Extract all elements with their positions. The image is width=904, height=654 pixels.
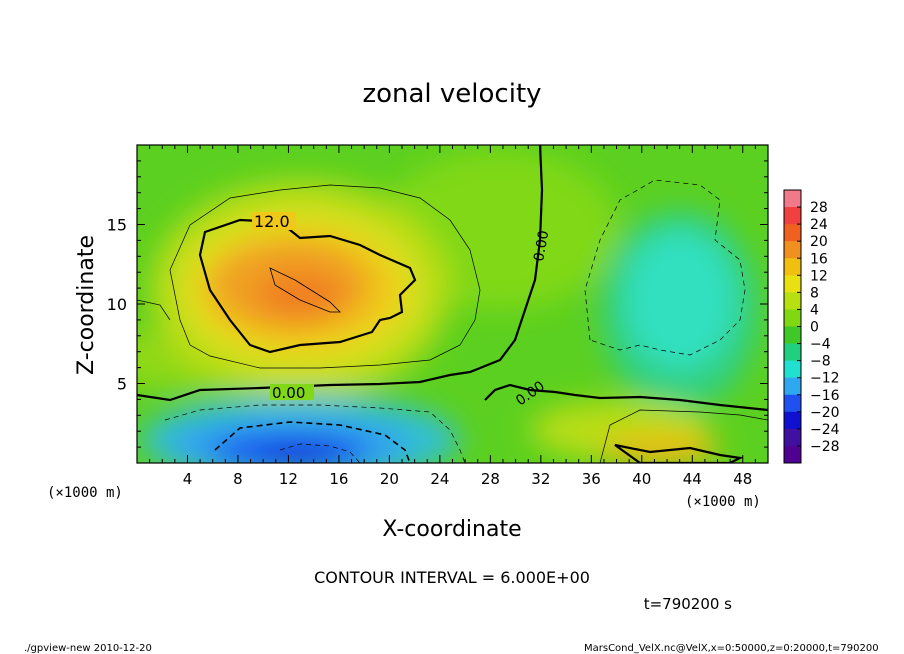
colorbar-band: [784, 309, 801, 327]
colorbar-band: [784, 190, 801, 208]
axis-ticks: [137, 145, 768, 463]
colorbar-band: [784, 428, 801, 447]
colorbar-tick-label: −12: [810, 371, 840, 387]
contour-line: [279, 443, 361, 463]
y-tick-label: 5: [117, 375, 127, 394]
colorbar-band: [784, 224, 801, 242]
y-tick-label: 15: [107, 216, 127, 235]
contour-label: 0.00: [531, 229, 552, 262]
colorbar-tick-label: 12: [810, 268, 828, 284]
x-unit-right: (×1000 m): [685, 494, 761, 510]
x-tick-label: 12: [279, 470, 298, 488]
contour-line: [269, 267, 341, 313]
footer-right: MarsCond_VelX.nc@VelX,x=0:50000,z=0:2000…: [584, 643, 879, 654]
footer-left: ./gpview-new 2010-12-20: [24, 643, 152, 654]
x-tick-labels: 4 8 12 16 20 24 28 32 36 40 44 48: [183, 470, 753, 488]
x-axis-label: X-coordinate: [382, 517, 521, 542]
x-tick-label: 16: [329, 470, 348, 488]
x-tick-label: 32: [531, 470, 550, 488]
plot-area: 12.0 0.00 0.00 0.00: [137, 145, 768, 463]
x-tick-label: 48: [733, 470, 752, 488]
x-tick-label: 28: [481, 470, 500, 488]
colorbar-tick-label: 8: [810, 285, 819, 301]
contour-line: [214, 421, 411, 463]
colorbar-band: [784, 241, 801, 259]
colorbar-band: [784, 445, 801, 464]
colorbar-tick-label: −16: [810, 388, 840, 404]
contour-label: 12.0: [254, 212, 290, 231]
colorbar-band: [784, 411, 801, 430]
contour-line: [137, 145, 544, 402]
colorbar-tick-label: −24: [810, 422, 840, 438]
x-tick-label: 4: [183, 470, 193, 488]
y-tick-label: 10: [107, 295, 127, 314]
colorbar-band: [784, 377, 801, 396]
colorbar-tick-label: −8: [810, 354, 831, 370]
chart-title: zonal velocity: [362, 79, 541, 109]
x-tick-label: 36: [582, 470, 601, 488]
contour-label: 0.00: [272, 384, 305, 402]
colorbar-tick-label: 24: [810, 217, 828, 233]
contour-line: [599, 409, 768, 463]
contour-line: [164, 404, 466, 463]
colorbar-band: [784, 258, 801, 276]
colorbar-band: [784, 360, 801, 379]
colorbar-band: [784, 292, 801, 310]
contour-line: [484, 383, 768, 412]
colorbar-band: [784, 275, 801, 293]
colorbar-tick-label: −28: [810, 439, 840, 455]
contour-line: [137, 299, 171, 321]
colorbar-tick-label: −20: [810, 405, 840, 421]
x-tick-label: 8: [233, 470, 243, 488]
colorbar-tick-label: 28: [810, 200, 828, 216]
contour-interval: CONTOUR INTERVAL = 6.000E+00: [314, 568, 590, 587]
contour-line: [198, 218, 417, 354]
y-axis-label: Z-coordinate: [74, 235, 99, 375]
x-tick-label: 40: [632, 470, 651, 488]
x-tick-label: 24: [430, 470, 449, 488]
colorbar-tick-label: 0: [810, 320, 819, 336]
colorbar-band: [784, 207, 801, 225]
contour-line: [584, 179, 746, 356]
x-tick-label: 44: [683, 470, 702, 488]
y-tick-labels: 5 10 15: [107, 216, 127, 394]
colorbar-band: [784, 394, 801, 413]
colorbar-tick-label: 16: [810, 251, 828, 267]
colorbar-tick-label: 4: [810, 302, 819, 318]
contour-line: [614, 443, 744, 463]
colorbar: [783, 189, 802, 464]
colorbar-band: [784, 343, 801, 362]
colorbar-band: [784, 326, 801, 345]
x-unit-left: (×1000 m): [47, 485, 123, 501]
x-tick-label: 20: [380, 470, 399, 488]
colorbar-tick-label: −4: [810, 337, 831, 353]
time-label: t=790200 s: [644, 595, 732, 613]
contour-line: [169, 184, 481, 369]
colorbar-tick-label: 20: [810, 234, 828, 250]
